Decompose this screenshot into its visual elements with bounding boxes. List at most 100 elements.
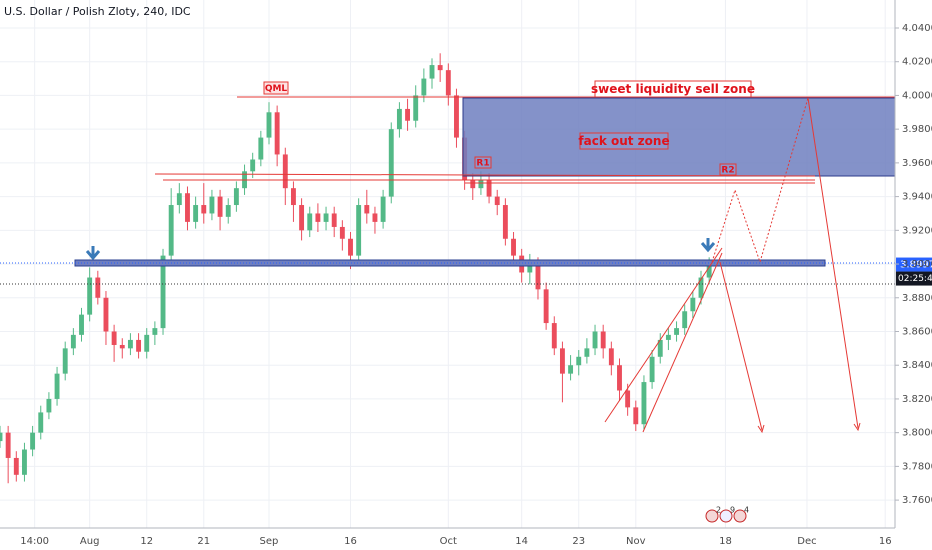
candle-body: [486, 179, 492, 197]
candle-body: [258, 137, 264, 160]
candle-body: [201, 205, 207, 214]
event-flag: [719, 509, 733, 523]
candle-body: [127, 339, 133, 349]
annotation: R2: [721, 166, 734, 176]
candle-body: [698, 277, 704, 298]
candle-body: [372, 213, 378, 222]
y-tick-label: 4.0200: [902, 57, 932, 68]
event-flag: [733, 509, 747, 523]
fake-out-zone: [462, 97, 896, 177]
projection-arrow: [719, 261, 763, 431]
candle-body: [79, 314, 84, 335]
annotation: fack out zone: [578, 134, 669, 148]
candle-body: [193, 205, 199, 222]
candle-body: [445, 70, 451, 96]
candle-body: [600, 331, 606, 349]
candle-body: [22, 449, 27, 475]
candle-body: [364, 205, 370, 214]
candle-body: [13, 457, 19, 475]
annotation: R1: [476, 159, 489, 169]
chart-title: U.S. Dollar / Polish Zloty, 240, IDC: [4, 5, 191, 18]
candle-body: [706, 264, 712, 278]
y-tick-label: 3.7800: [902, 461, 932, 472]
candle-body: [299, 205, 305, 231]
label-box: [263, 81, 289, 95]
candle-body: [176, 193, 182, 206]
candle-body: [633, 407, 639, 425]
x-tick-label: Aug: [80, 536, 100, 547]
annotation: QML: [265, 84, 288, 94]
candle-body: [641, 382, 647, 425]
candle-body: [559, 348, 565, 374]
down-arrow: [85, 246, 101, 261]
x-tick-label: 14:00: [20, 536, 49, 547]
candles: [0, 53, 712, 484]
annotation: sweet liquidity sell zone: [591, 82, 755, 96]
y-tick-label: 3.9600: [902, 158, 932, 169]
candle-body: [168, 205, 174, 256]
x-tick-label: Nov: [626, 536, 646, 547]
candle-body: [144, 334, 150, 352]
x-tick-label: Oct: [440, 536, 457, 547]
candle-body: [421, 78, 427, 96]
candle-body: [315, 213, 321, 222]
label-box: [719, 163, 737, 176]
projection: [711, 97, 809, 264]
arrow-head: [757, 424, 765, 434]
y-tick-label: 3.9000: [902, 259, 932, 270]
price-tag: [896, 257, 932, 272]
candle-body: [454, 95, 459, 138]
x-tick-label: 21: [197, 536, 210, 547]
candle-body: [551, 323, 557, 349]
candle-body: [478, 179, 484, 189]
candle-body: [682, 311, 688, 329]
candle-body: [396, 108, 402, 130]
candle-body: [282, 154, 288, 189]
level-line: [154, 173, 816, 177]
candle-body: [250, 159, 256, 172]
y-tick-label: 3.8600: [902, 326, 932, 337]
candle-body: [494, 196, 500, 206]
candle-body: [339, 226, 345, 239]
x-tick-label: Dec: [797, 536, 816, 547]
x-tick-label: Sep: [260, 536, 279, 547]
candle-body: [413, 95, 419, 121]
drawings: QML sweet liquidity sell zone fack out z…: [0, 80, 896, 434]
candle-body: [543, 289, 549, 324]
label-box: [579, 132, 669, 150]
x-tick-label: 16: [344, 536, 357, 547]
candle-body: [405, 108, 411, 121]
event-label: 2: [716, 506, 721, 515]
candle-body: [502, 205, 508, 239]
candle-body: [119, 344, 125, 349]
label-box: [474, 156, 492, 169]
x-tick-label: 12: [140, 536, 153, 547]
candle-body: [266, 112, 272, 138]
candle-body: [674, 328, 679, 335]
countdown-label: 02:25:43: [898, 274, 932, 284]
candle-body: [323, 213, 329, 222]
candle-body: [103, 297, 109, 332]
candle-body: [54, 373, 60, 399]
candle-body: [348, 238, 353, 256]
candle-body: [356, 205, 362, 256]
candle-body: [657, 339, 663, 357]
price-tag-label: 3.8997: [900, 260, 932, 271]
candle-body: [568, 365, 574, 374]
channel-line: [604, 247, 723, 423]
candle-body: [690, 297, 696, 312]
candle-body: [290, 188, 296, 206]
y-tick-label: 3.8400: [902, 360, 932, 371]
y-tick-label: 3.8800: [902, 293, 932, 304]
candle-body: [625, 390, 631, 408]
down-arrow: [700, 238, 716, 253]
y-tick-label: 3.7600: [902, 495, 932, 506]
candle-body: [111, 331, 117, 345]
candle-body: [225, 205, 231, 217]
arrow-head: [853, 422, 861, 432]
x-tick-label: 14: [515, 536, 528, 547]
label-box: [594, 80, 752, 98]
candle-body: [535, 264, 541, 290]
